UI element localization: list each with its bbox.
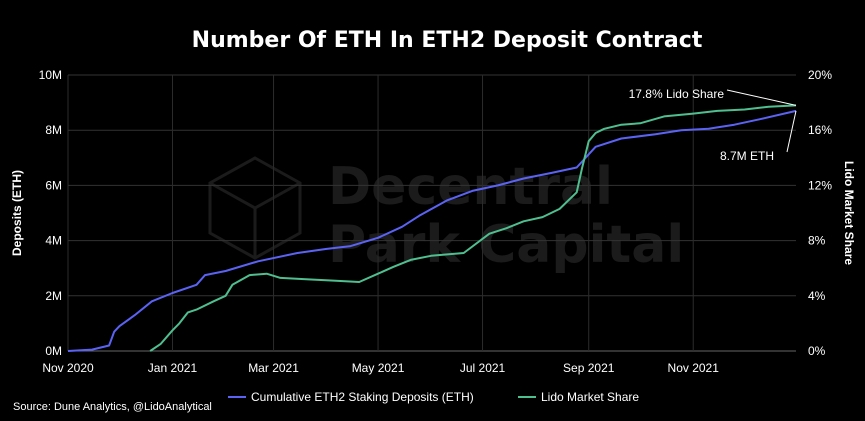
y-tick-right: 12% (808, 178, 832, 192)
y-tick-left: 10M (39, 68, 62, 82)
legend-label-deposits: Cumulative ETH2 Staking Deposits (ETH) (251, 390, 474, 404)
series-line-deposits (67, 109, 797, 352)
y-tick-left: 6M (45, 178, 62, 192)
legend: Cumulative ETH2 Staking Deposits (ETH) L… (228, 390, 639, 404)
y-tick-right: 8% (808, 234, 826, 248)
x-tick: May 2021 (352, 361, 405, 375)
x-axis-ticks: Nov 2020 Jan 2021 Mar 2021 May 2021 Jul 2021… (42, 361, 719, 375)
chart-title: Number Of ETH In ETH2 Deposit Contract (192, 28, 703, 53)
watermark-cube-icon (208, 156, 302, 260)
annotation-arrow-eth (786, 110, 797, 153)
source-note: Source: Dune Analytics, @LidoAnalytical (13, 401, 212, 413)
series-line-lido (149, 104, 797, 352)
watermark: Decentral Park Capital (208, 156, 684, 275)
y-tick-left: 0M (45, 344, 62, 358)
x-tick: Sep 2021 (563, 361, 615, 375)
x-tick: Jul 2021 (460, 361, 506, 375)
annotation-arrow-lido (726, 89, 797, 106)
y-axis-right-ticks: 0% 4% 8% 12% 16% 20% (808, 68, 832, 358)
y-axis-left-ticks: 0M 2M 4M 6M 8M 10M (39, 68, 62, 358)
y-tick-right: 0% (808, 344, 826, 358)
series-group (67, 104, 797, 352)
legend-label-lido: Lido Market Share (541, 390, 639, 404)
y-tick-right: 16% (808, 123, 832, 137)
x-tick: Mar 2021 (248, 361, 299, 375)
y-tick-left: 8M (45, 123, 62, 137)
y-tick-right: 4% (808, 289, 826, 303)
annotation-lido-share: 17.8% Lido Share (629, 87, 725, 101)
y-tick-left: 4M (45, 234, 62, 248)
annotations: 17.8% Lido Share 8.7M ETH (629, 87, 797, 163)
watermark-line2: Park Capital (328, 215, 684, 275)
x-tick: Nov 2021 (668, 361, 720, 375)
watermark-line1: Decentral (328, 157, 613, 217)
y-axis-left-label: Deposits (ETH) (10, 170, 24, 256)
annotation-eth-total: 8.7M ETH (720, 149, 774, 163)
y-axis-right-label: Lido Market Share (842, 161, 856, 265)
y-tick-right: 20% (808, 68, 832, 82)
grid (67, 74, 796, 352)
x-tick: Nov 2020 (42, 361, 94, 375)
y-tick-left: 2M (45, 289, 62, 303)
x-tick: Jan 2021 (148, 361, 198, 375)
